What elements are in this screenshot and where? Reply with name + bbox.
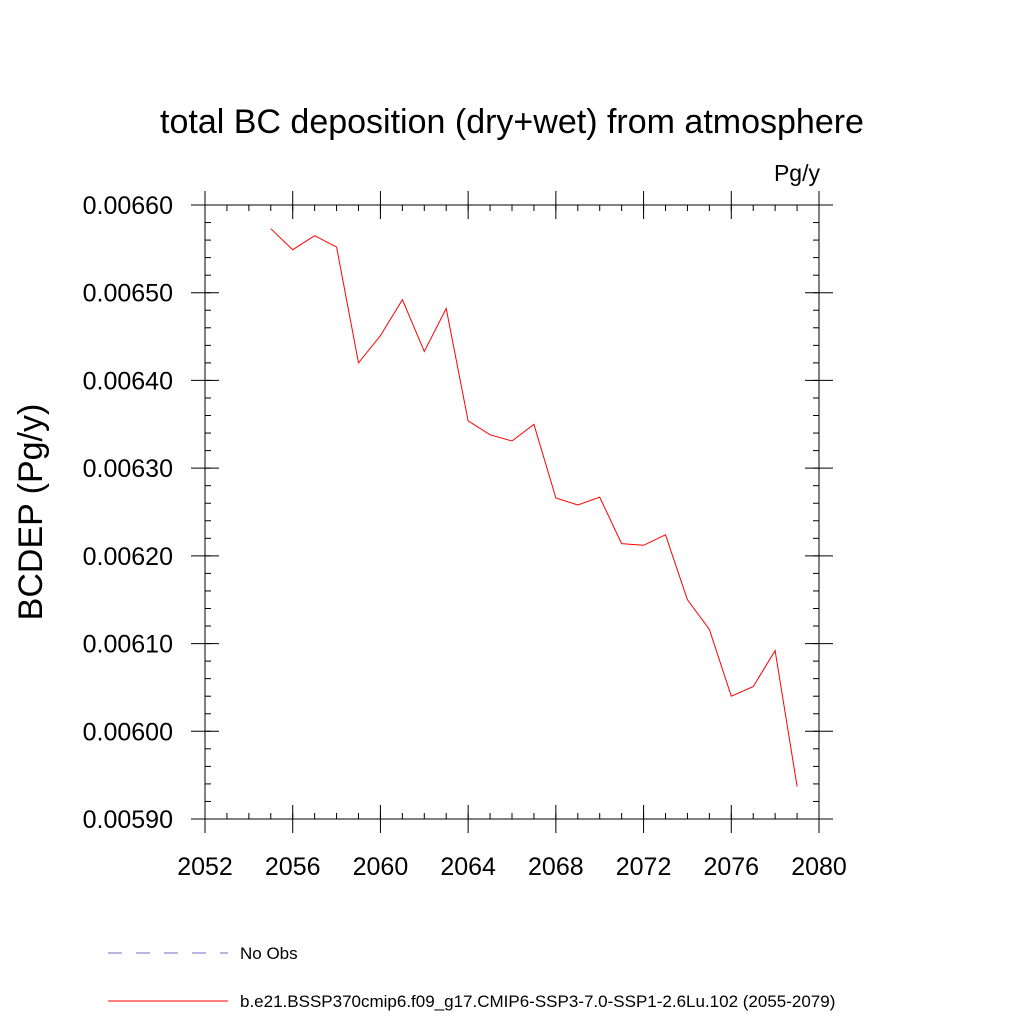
legend: No Obs b.e21.BSSP370cmip6.f09_g17.CMIP6-… xyxy=(108,944,835,1011)
x-tick-label: 2060 xyxy=(353,853,409,881)
major-ticks xyxy=(191,191,833,833)
y-tick-label: 0.00600 xyxy=(83,718,173,746)
chart-title: total BC deposition (dry+wet) from atmos… xyxy=(160,103,864,141)
y-tick-label: 0.00590 xyxy=(83,806,173,834)
legend-label-model-run: b.e21.BSSP370cmip6.f09_g17.CMIP6-SSP3-7.… xyxy=(240,992,835,1011)
x-tick-label: 2064 xyxy=(440,853,496,881)
y-tick-label: 0.00640 xyxy=(83,367,173,395)
y-tick-label: 0.00630 xyxy=(83,455,173,483)
legend-label-no-obs: No Obs xyxy=(240,944,298,963)
series-line xyxy=(270,228,798,787)
minor-ticks xyxy=(204,204,820,820)
x-tick-label: 2076 xyxy=(703,853,759,881)
units-label: Pg/y xyxy=(774,160,821,186)
x-tick-label: 2072 xyxy=(616,853,672,881)
x-tick-labels: 2052 2056 2060 2064 2068 2072 2076 2080 xyxy=(177,853,847,881)
y-tick-label: 0.00650 xyxy=(83,280,173,308)
y-tick-label: 0.00610 xyxy=(83,631,173,659)
y-axis-label: BCDEP (Pg/y) xyxy=(12,404,50,621)
x-tick-label: 2056 xyxy=(265,853,321,881)
x-tick-label: 2068 xyxy=(528,853,584,881)
y-tick-label: 0.00660 xyxy=(83,192,173,220)
series-group xyxy=(270,228,798,787)
x-tick-label: 2080 xyxy=(791,853,847,881)
y-tick-label: 0.00620 xyxy=(83,543,173,571)
y-tick-labels: 0.00590 0.00600 0.00610 0.00620 0.00630 0.006… xyxy=(83,192,173,834)
plot-frame xyxy=(204,204,820,820)
x-tick-label: 2052 xyxy=(177,853,233,881)
